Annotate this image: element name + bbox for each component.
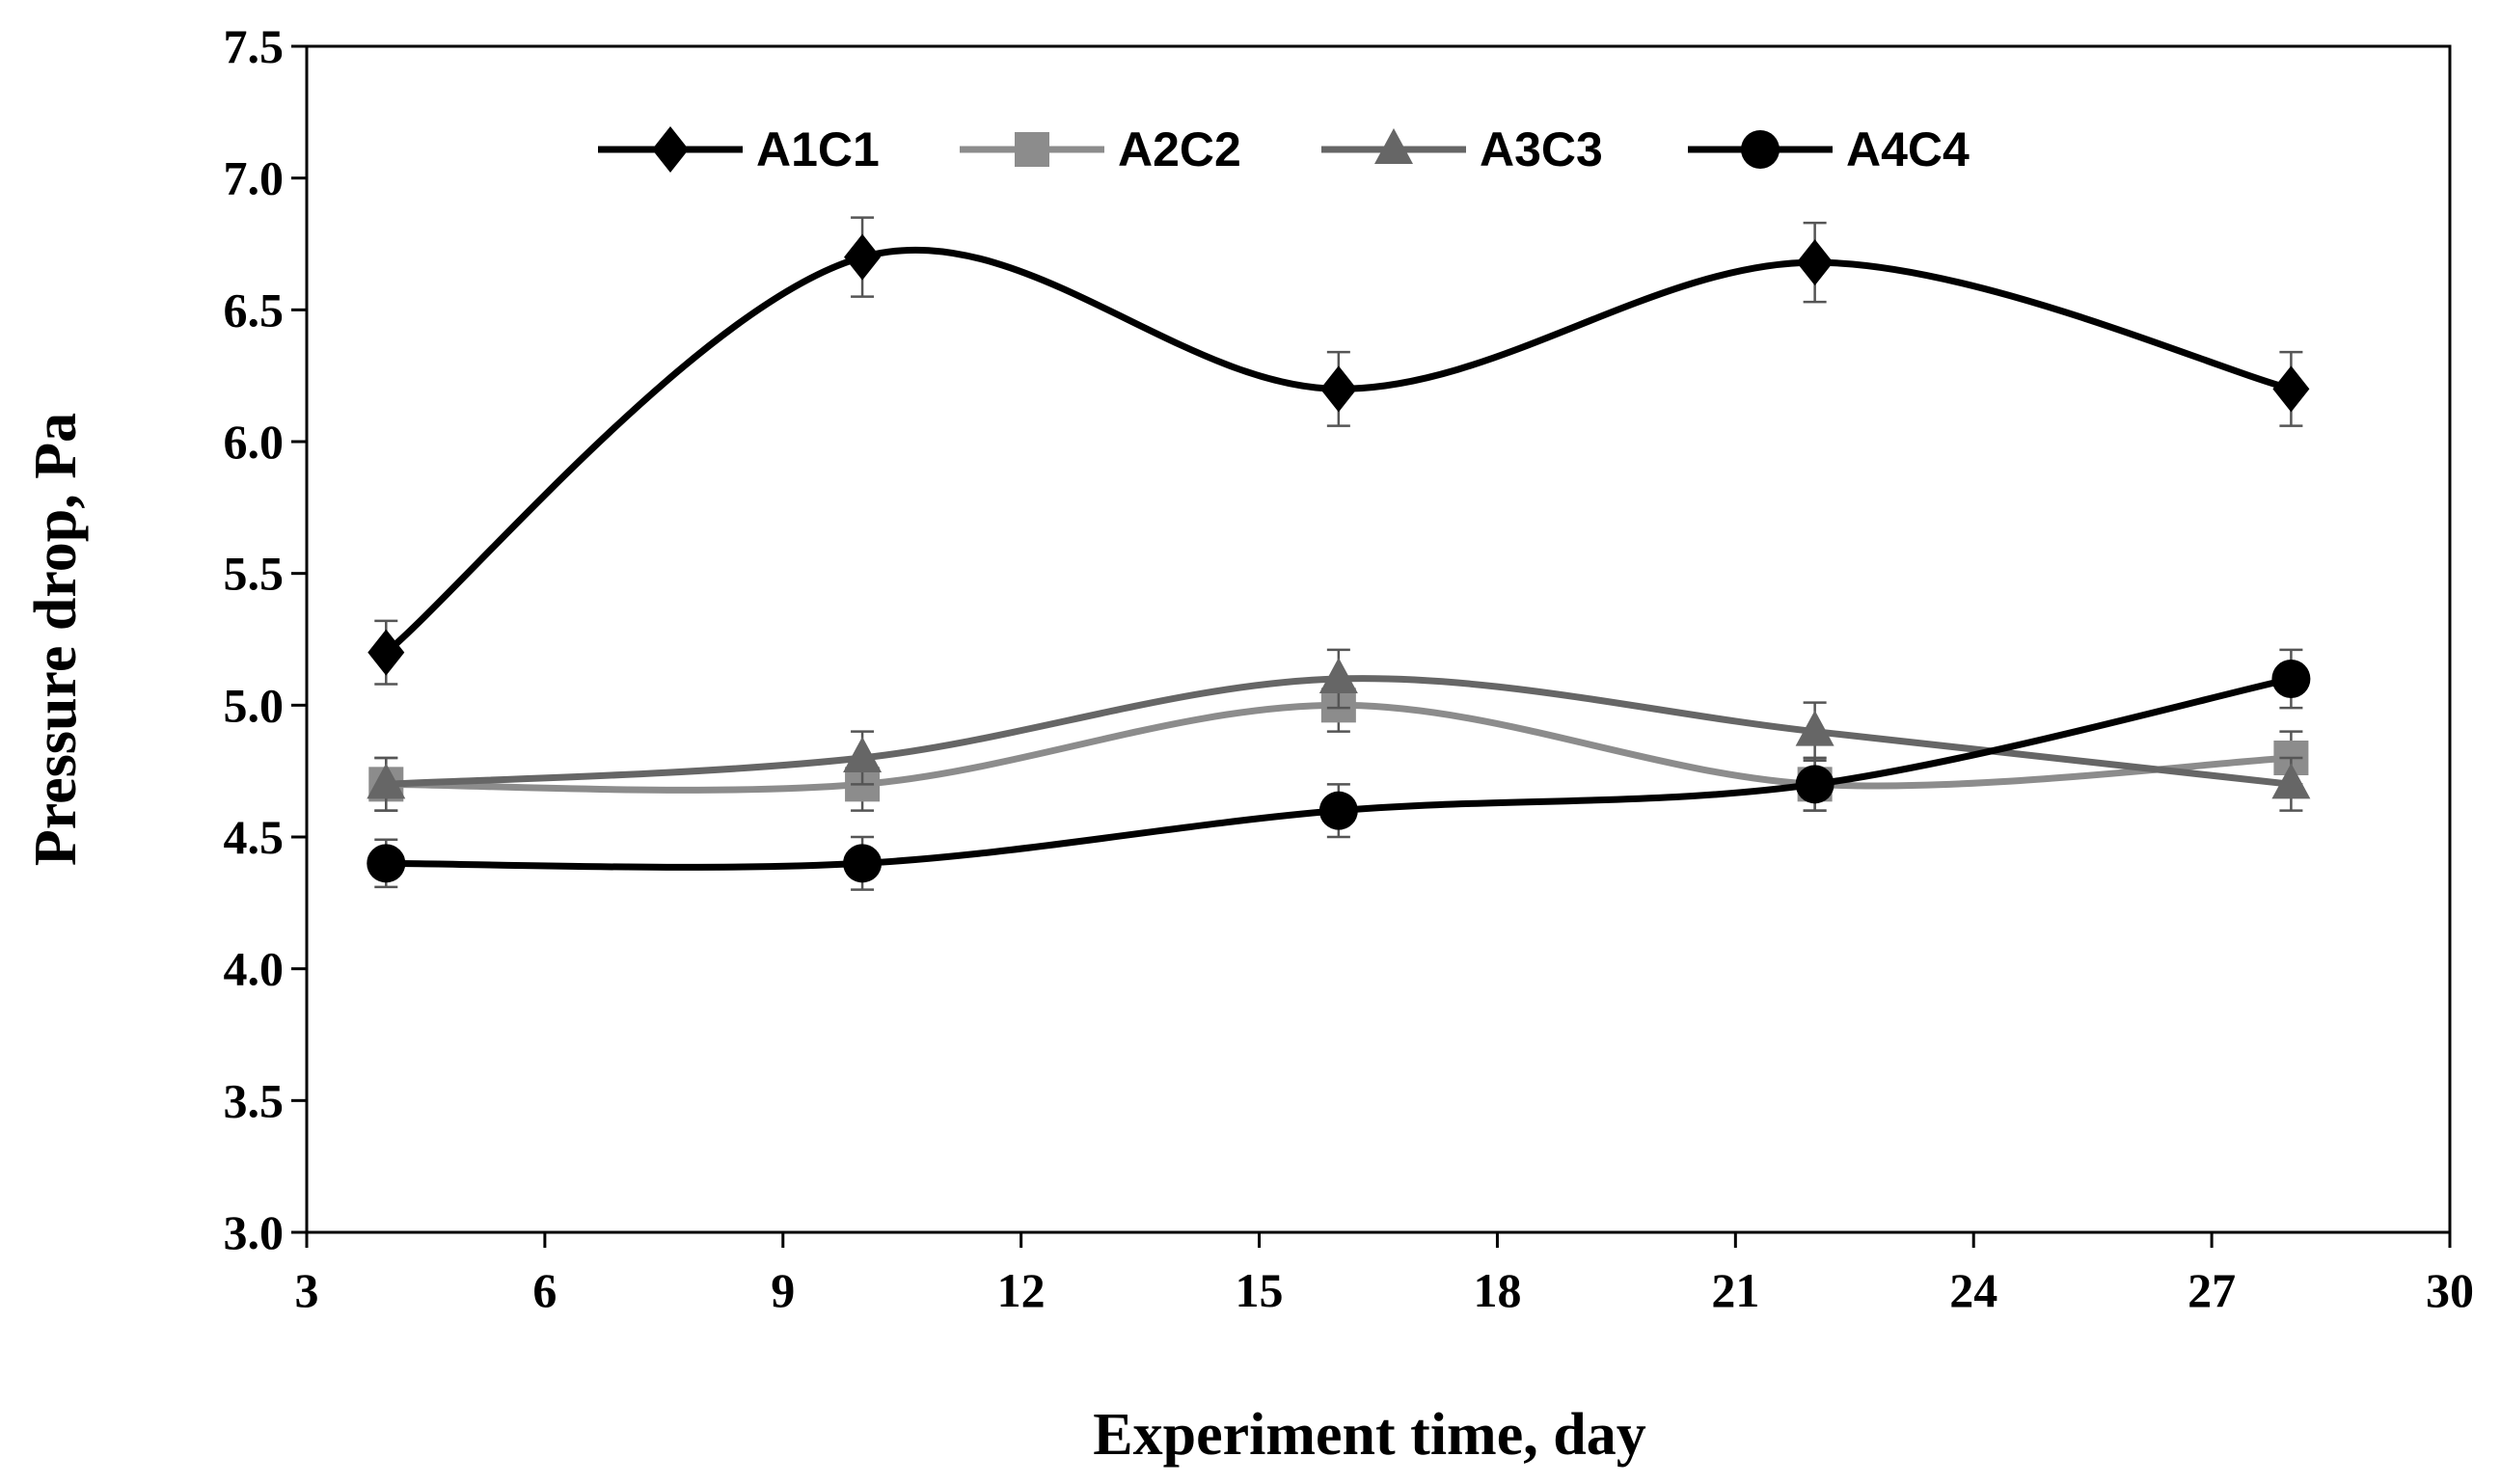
legend: A1C1 A2C2 A3C3 A4C4 xyxy=(598,122,1970,176)
y-tick-label: 5.5 xyxy=(224,547,285,601)
legend-label: A2C2 xyxy=(1118,122,1241,176)
data-point xyxy=(844,233,882,281)
data-point xyxy=(2272,365,2310,413)
x-axis-title: Experiment time, day xyxy=(1093,1402,1645,1468)
x-tick-label: 9 xyxy=(771,1263,795,1317)
series-layer xyxy=(367,216,2311,891)
legend-label: A1C1 xyxy=(756,122,880,176)
y-tick-label: 5.0 xyxy=(224,678,285,732)
x-tick-label: 3 xyxy=(295,1263,319,1317)
legend-item-a3c3: A3C3 xyxy=(1321,122,1603,176)
x-tick-label: 12 xyxy=(997,1263,1046,1317)
legend-marker xyxy=(1741,130,1780,169)
data-point xyxy=(367,844,406,883)
data-point xyxy=(843,844,883,883)
y-tick-label: 4.5 xyxy=(224,810,285,864)
data-point xyxy=(1318,658,1358,693)
data-point xyxy=(1796,239,1834,286)
legend-label: A3C3 xyxy=(1480,122,1603,176)
series-a1c1 xyxy=(367,216,2310,686)
data-point xyxy=(2271,660,2311,698)
series-a4c4 xyxy=(367,648,2311,891)
x-tick-label: 30 xyxy=(2426,1263,2474,1317)
y-tick-label: 7.5 xyxy=(224,19,285,73)
y-tick-label: 6.0 xyxy=(224,415,285,469)
legend-item-a4c4: A4C4 xyxy=(1688,122,1970,176)
x-tick-label: 18 xyxy=(1473,1263,1521,1317)
y-tick-label: 4.0 xyxy=(224,942,285,996)
x-tick-label: 15 xyxy=(1236,1263,1284,1317)
legend-marker xyxy=(1374,128,1413,164)
legend-marker xyxy=(652,126,689,173)
data-point xyxy=(367,629,405,676)
y-axis-title: Pressure drop, Pa xyxy=(23,413,89,866)
legend-label: A4C4 xyxy=(1846,122,1970,176)
x-tick-label: 21 xyxy=(1711,1263,1759,1317)
legend-item-a2c2: A2C2 xyxy=(960,122,1241,176)
x-tick-label: 6 xyxy=(532,1263,557,1317)
y-tick-label: 7.0 xyxy=(224,151,285,205)
data-point xyxy=(367,763,406,799)
plot-frame xyxy=(305,44,2452,1234)
data-point xyxy=(2271,763,2311,799)
legend-marker xyxy=(1015,132,1049,167)
y-tick-label: 3.5 xyxy=(224,1073,285,1127)
y-tick-label: 6.5 xyxy=(224,283,285,337)
data-point xyxy=(1319,365,1357,413)
data-point xyxy=(1318,791,1358,830)
y-tick-label: 3.0 xyxy=(224,1205,285,1259)
x-tick-label: 24 xyxy=(1949,1263,1997,1317)
series-line xyxy=(384,246,2293,656)
data-point xyxy=(1795,710,1834,746)
axis-layer: 3 6 9 12 15 18 21 24 27 30 3.0 3.5 4.0 4.5 5.0 5.5 6.0 6.… xyxy=(224,19,2475,1317)
legend-item-a1c1: A1C1 xyxy=(598,122,880,176)
data-point xyxy=(1795,765,1834,804)
data-point xyxy=(843,737,883,772)
x-tick-label: 27 xyxy=(2188,1263,2236,1317)
